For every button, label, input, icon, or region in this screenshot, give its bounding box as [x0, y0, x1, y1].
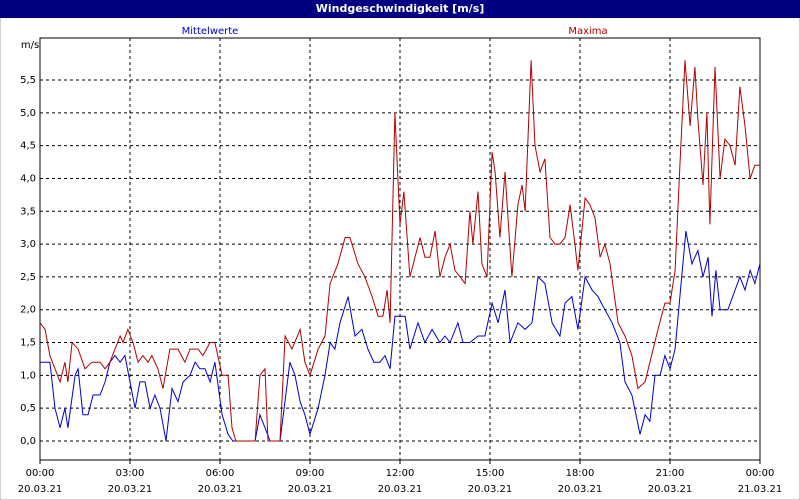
x-tick-label: 21:00 — [656, 468, 685, 479]
title-bar — [0, 0, 800, 18]
y-tick-label: 0,0 — [20, 436, 36, 447]
y-tick-label: 4,5 — [20, 141, 36, 152]
y-tick-label: 0,5 — [20, 403, 36, 414]
x-tick-label: 00:00 — [746, 468, 775, 479]
x-tick-sublabel: 20.03.21 — [288, 484, 333, 495]
y-tick-label: 1,0 — [20, 370, 36, 381]
y-tick-label: 5,5 — [20, 75, 36, 86]
x-tick-label: 09:00 — [296, 468, 325, 479]
y-tick-label: 3,0 — [20, 239, 36, 250]
y-tick-label: 4,0 — [20, 173, 36, 184]
y-tick-label: 3,5 — [20, 206, 36, 217]
x-tick-sublabel: 20.03.21 — [108, 484, 153, 495]
chart-title: Windgeschwindigkeit [m/s] — [316, 2, 485, 15]
y-tick-label: 2,0 — [20, 305, 36, 316]
x-tick-sublabel: 21.03.21 — [738, 484, 783, 495]
x-tick-label: 06:00 — [206, 468, 235, 479]
x-tick-label: 12:00 — [386, 468, 415, 479]
y-tick-label: 2,5 — [20, 272, 36, 283]
plot-border — [39, 37, 761, 461]
legend-label: Maxima — [568, 26, 607, 37]
x-tick-sublabel: 20.03.21 — [378, 484, 423, 495]
x-tick-sublabel: 20.03.21 — [18, 484, 63, 495]
y-tick-label: 1,5 — [20, 338, 36, 349]
series-line — [39, 60, 760, 442]
x-tick-sublabel: 20.03.21 — [648, 484, 693, 495]
y-tick-label: 5,0 — [20, 108, 36, 119]
x-tick-sublabel: 20.03.21 — [198, 484, 243, 495]
x-tick-sublabel: 20.03.21 — [558, 484, 603, 495]
x-tick-label: 00:00 — [26, 468, 55, 479]
x-tick-label: 15:00 — [476, 468, 505, 479]
y-axis-label: m/s — [21, 40, 39, 51]
x-tick-sublabel: 20.03.21 — [468, 484, 513, 495]
legend-label: Mittelwerte — [182, 26, 239, 37]
x-tick-label: 18:00 — [566, 468, 595, 479]
series-line — [40, 230, 761, 442]
x-tick-label: 03:00 — [116, 468, 145, 479]
